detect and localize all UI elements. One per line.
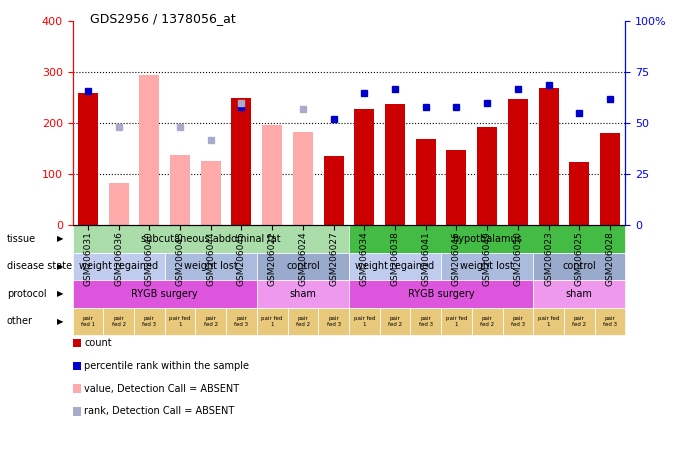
Bar [354,109,375,225]
Bar [170,155,190,225]
Text: count: count [84,338,112,348]
Text: ▶: ▶ [57,235,63,243]
Text: pair fed
1: pair fed 1 [169,316,191,327]
Text: pair
fed 1: pair fed 1 [81,316,95,327]
Bar [569,162,589,225]
Text: ▶: ▶ [57,290,63,298]
Bar [323,156,343,225]
Text: sham: sham [566,289,593,299]
Text: pair
fed 3: pair fed 3 [419,316,433,327]
Bar [108,183,129,225]
Text: pair
fed 3: pair fed 3 [603,316,617,327]
Bar [201,162,220,225]
Text: GDS2956 / 1378056_at: GDS2956 / 1378056_at [90,12,236,25]
Text: pair
fed 2: pair fed 2 [480,316,494,327]
Text: RYGB surgery: RYGB surgery [408,289,475,299]
Text: disease state: disease state [7,261,72,272]
Text: value, Detection Call = ABSENT: value, Detection Call = ABSENT [84,383,239,394]
Bar [477,127,497,225]
Text: tissue: tissue [7,234,36,244]
Text: pair
fed 2: pair fed 2 [296,316,310,327]
Bar [538,88,558,225]
Bar [231,98,252,225]
Text: percentile rank within the sample: percentile rank within the sample [84,361,249,371]
Bar [140,75,160,225]
Text: pair
fed 2: pair fed 2 [111,316,126,327]
Bar [446,150,466,225]
Bar [293,132,313,225]
Text: pair
fed 2: pair fed 2 [204,316,218,327]
Text: weight regained: weight regained [355,261,435,272]
Text: pair
fed 3: pair fed 3 [327,316,341,327]
Text: subcutaneous abdominal fat: subcutaneous abdominal fat [141,234,281,244]
Text: ▶: ▶ [57,262,63,271]
Bar [600,134,620,225]
Text: protocol: protocol [7,289,46,299]
Text: control: control [562,261,596,272]
Bar [78,93,98,225]
Bar [262,125,282,225]
Text: pair fed
1: pair fed 1 [538,316,559,327]
Text: pair fed
1: pair fed 1 [446,316,467,327]
Text: RYGB surgery: RYGB surgery [131,289,198,299]
Text: rank, Detection Call = ABSENT: rank, Detection Call = ABSENT [84,406,234,417]
Text: sham: sham [290,289,316,299]
Text: pair
fed 3: pair fed 3 [511,316,525,327]
Bar [385,104,405,225]
Text: control: control [286,261,320,272]
Text: other: other [7,316,33,327]
Text: hypothalamus: hypothalamus [452,234,522,244]
Bar [508,99,528,225]
Text: pair fed
1: pair fed 1 [354,316,375,327]
Text: pair fed
1: pair fed 1 [261,316,283,327]
Bar [416,138,436,225]
Text: ▶: ▶ [57,317,63,326]
Text: pair
fed 3: pair fed 3 [234,316,249,327]
Text: weight regained: weight regained [79,261,158,272]
Text: pair
fed 3: pair fed 3 [142,316,156,327]
Text: weight lost: weight lost [184,261,238,272]
Text: pair
fed 2: pair fed 2 [572,316,587,327]
Text: pair
fed 2: pair fed 2 [388,316,402,327]
Text: weight lost: weight lost [460,261,514,272]
